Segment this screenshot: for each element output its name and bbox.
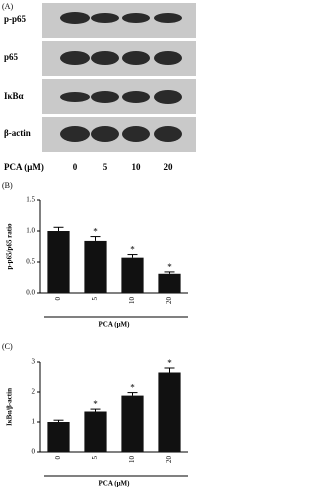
blot-row-label: β-actin — [4, 128, 31, 138]
x-axis-label: PCA (μM) — [99, 321, 131, 329]
x-tick-label: 5 — [91, 456, 99, 460]
x-tick-label: 0 — [54, 456, 62, 460]
x-tick-label: 20 — [165, 297, 173, 305]
treatment-label: PCA (μM) — [4, 162, 44, 172]
dose-label: 20 — [164, 162, 174, 172]
dose-label: 10 — [132, 162, 142, 172]
panel-label: (C) — [2, 342, 13, 351]
y-tick-label: 1.5 — [26, 196, 35, 204]
y-tick-label: 1 — [32, 418, 36, 426]
y-tick-label: 0.5 — [26, 258, 35, 266]
y-axis-label: IκBα/β-actin — [6, 388, 14, 426]
y-tick-label: 3 — [32, 358, 36, 366]
y-tick-label: 1.0 — [26, 227, 35, 235]
panel-label: (A) — [2, 2, 13, 11]
bar — [158, 372, 181, 452]
panel-label: (B) — [2, 181, 13, 190]
x-tick-label: 10 — [128, 297, 136, 305]
significance-mark: * — [93, 399, 98, 409]
blot-row-label: p65 — [4, 52, 19, 62]
significance-mark: * — [130, 383, 135, 393]
significance-mark: * — [167, 358, 172, 368]
blot-row-label: IκBα — [4, 91, 24, 101]
bands — [60, 12, 182, 142]
bar — [121, 257, 144, 293]
y-axis-label: p-p65/p65 ratio — [6, 223, 14, 270]
significance-mark: * — [93, 227, 98, 237]
bar — [158, 273, 181, 293]
dose-label: 0 — [73, 162, 78, 172]
bar — [47, 422, 70, 452]
x-tick-label: 0 — [54, 297, 62, 301]
y-tick-label: 2 — [32, 388, 36, 396]
y-tick-label: 0 — [32, 448, 36, 456]
significance-mark: * — [167, 262, 172, 272]
dose-label: 5 — [103, 162, 108, 172]
x-axis-label: PCA (μM) — [99, 480, 131, 488]
bar — [47, 231, 70, 293]
bar — [84, 240, 107, 293]
significance-mark: * — [130, 245, 135, 255]
bar — [84, 411, 107, 452]
figure: (A) p-p65 p65 IκBα β-actin PCA (μM) 0 5 … — [2, 2, 196, 488]
blot — [42, 3, 196, 152]
x-tick-label: 10 — [128, 456, 136, 464]
y-tick-label: 0.0 — [26, 289, 35, 297]
x-tick-label: 20 — [165, 456, 173, 464]
blot-row-label: p-p65 — [4, 14, 27, 24]
x-tick-label: 5 — [91, 297, 99, 301]
bar — [121, 395, 144, 452]
